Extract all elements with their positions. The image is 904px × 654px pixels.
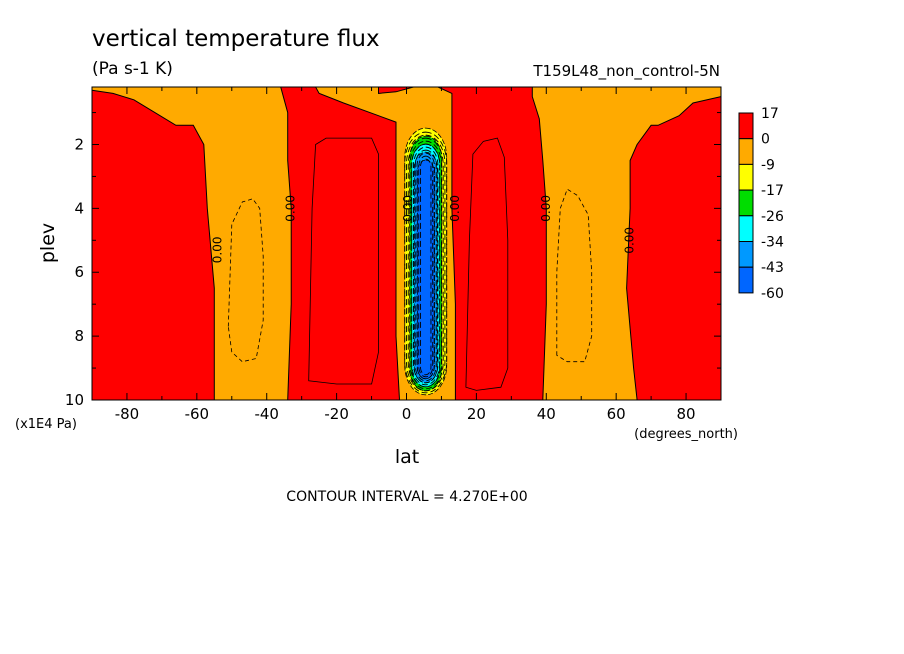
chart-units: (Pa s-1 K) xyxy=(92,59,173,79)
core-contour-6 xyxy=(414,149,437,382)
core-contour-3 xyxy=(409,140,442,388)
legend-swatch-2 xyxy=(738,163,754,191)
legend-swatch-4 xyxy=(738,215,754,243)
core-contour-4 xyxy=(411,143,441,386)
x-tick-label-2: -40 xyxy=(254,405,279,423)
core-contour-5 xyxy=(413,146,439,384)
legend-swatch-6 xyxy=(738,266,754,294)
plot-fills: 0.00 0.00 0.00 0.00 0.00 0.00 xyxy=(92,87,721,400)
legend-swatch-5 xyxy=(738,241,754,268)
legend-label-1: 0 xyxy=(761,132,770,148)
legend-label-6: -43 xyxy=(761,260,784,276)
x-tick-label-3: -20 xyxy=(324,405,349,423)
contour-solid-0 xyxy=(308,137,379,385)
y-axis-label: plev xyxy=(37,223,59,263)
legend-label-5: -34 xyxy=(761,235,784,251)
y-tick-label-1: 4 xyxy=(74,199,84,217)
x-tick-label-7: 60 xyxy=(607,405,626,423)
x-axis-label: lat xyxy=(395,446,419,468)
contour-dashed-0 xyxy=(227,198,264,363)
core-contour-0 xyxy=(404,131,448,394)
x-tick-label-8: 80 xyxy=(677,405,696,423)
x-tick-label-5: 20 xyxy=(467,405,486,423)
x-tick-label-6: 40 xyxy=(537,405,556,423)
chart-title: vertical temperature flux xyxy=(92,26,380,52)
contour-label-0: 0.00 xyxy=(210,237,224,264)
y-tick-label-0: 2 xyxy=(74,135,84,153)
legend-swatch-0 xyxy=(738,112,754,140)
color-legend: 17 0 -9 -17 -26 -34 -43 -60 xyxy=(738,106,784,302)
legend-swatch-3 xyxy=(738,189,754,217)
contour-label-4: 0.00 xyxy=(539,195,553,222)
core-contour-7 xyxy=(416,152,435,380)
contour-label-1: 0.00 xyxy=(284,195,298,222)
legend-label-0: 17 xyxy=(761,106,779,122)
legend-label-3: -17 xyxy=(761,183,784,199)
x-tick-label-0: -80 xyxy=(115,405,140,423)
plot-area: 0.00 0.00 0.00 0.00 0.00 0.00 xyxy=(92,87,721,400)
contour-label-5: 0.00 xyxy=(623,227,637,254)
y-tick-label-2: 6 xyxy=(74,263,84,281)
contour-solid-1 xyxy=(465,137,509,391)
contour-interval: CONTOUR INTERVAL = 4.270E+00 xyxy=(286,489,527,505)
legend-swatch-1 xyxy=(738,138,754,165)
legend-label-7: -60 xyxy=(761,286,784,302)
legend-label-2: -9 xyxy=(761,157,775,173)
contour-label-2: 0.00 xyxy=(401,195,415,222)
core-contour-1 xyxy=(406,134,446,392)
y-tick-label-4: 10 xyxy=(65,391,84,409)
x-unit-label: (degrees_north) xyxy=(634,427,738,442)
axes: -80 -60 -40 -20 0 20 40 60 80 2 4 6 8 10 xyxy=(65,86,722,423)
core-contour-8 xyxy=(418,155,434,378)
x-tick-label-1: -60 xyxy=(185,405,210,423)
y-unit-label: (x1E4 Pa) xyxy=(15,417,77,432)
core-band--43 xyxy=(416,159,435,380)
core-contour-2 xyxy=(407,137,444,390)
legend-label-4: -26 xyxy=(761,209,784,225)
contour-label-3: 0.00 xyxy=(448,195,462,222)
run-label: T159L48_non_control-5N xyxy=(532,62,720,81)
band-negative-0 xyxy=(92,87,292,400)
x-tick-label-4: 0 xyxy=(402,405,412,423)
core-contour-9 xyxy=(420,158,432,376)
band-negative-2 xyxy=(531,87,721,400)
y-tick-label-3: 8 xyxy=(74,327,84,345)
